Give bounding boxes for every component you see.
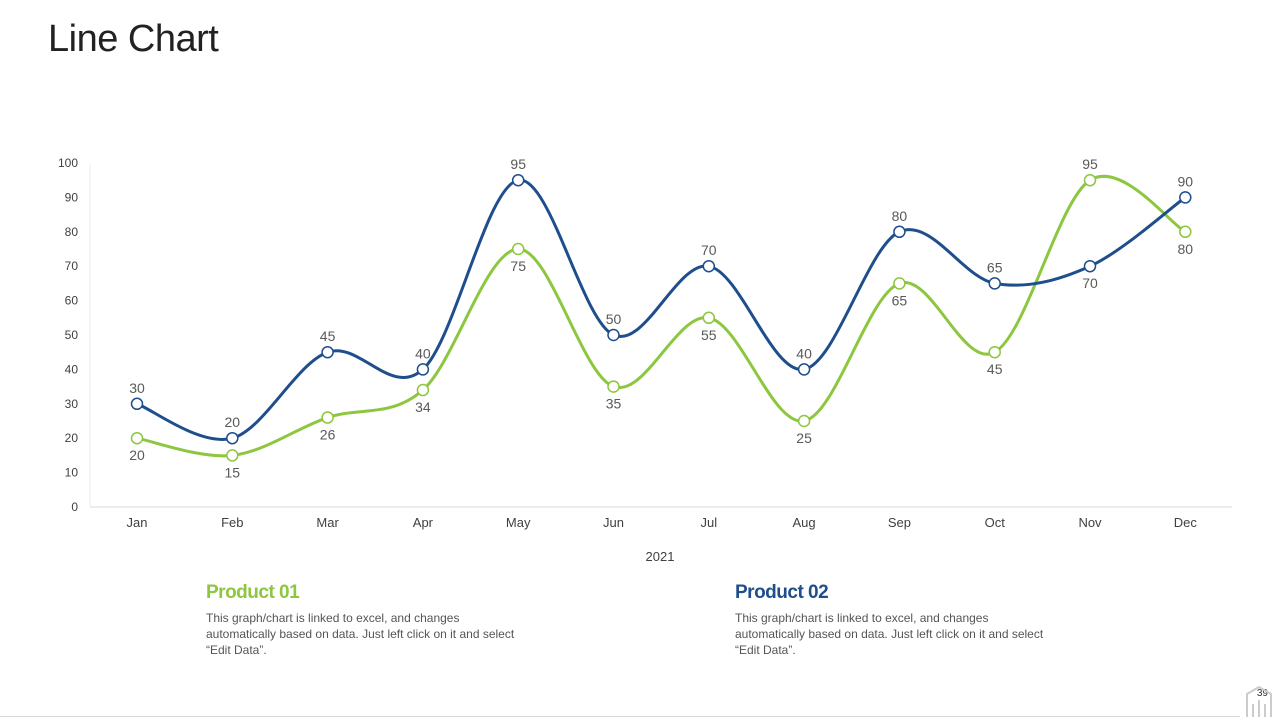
data-label: 55 [701,327,717,343]
x-tick-label: Oct [985,515,1006,530]
y-tick-label: 40 [65,362,79,376]
data-label: 75 [510,258,526,274]
data-point [130,431,144,445]
data-point [988,277,1001,290]
series-points [130,173,1192,462]
data-label: 65 [987,259,1003,275]
data-point [607,380,620,393]
x-tick-label: Mar [316,515,339,530]
series-data-labels: 20 15 26 34 75 35 55 25 65 45 95 80 30 20 45 40 95 50 70 40… [129,156,1193,480]
data-label: 35 [606,396,622,412]
data-point [130,397,144,411]
y-tick-label: 70 [65,259,79,273]
y-tick-label: 90 [65,190,79,204]
data-label: 25 [796,430,812,446]
data-point [226,449,239,462]
data-label: 20 [225,414,241,430]
x-tick-label: Jan [127,515,148,530]
data-label: 95 [1082,156,1098,172]
data-label: 80 [892,208,908,224]
data-point [1179,191,1192,204]
legend-product-02: Product 02 This graph/chart is linked to… [735,582,1055,658]
data-point [511,173,525,187]
data-point [607,328,620,342]
legend-title-product-02: Product 02 [735,582,829,603]
y-tick-label: 100 [58,156,78,170]
x-tick-label: Jun [603,515,624,530]
data-label: 26 [320,427,336,443]
building-logo-icon [1246,685,1272,717]
data-point [893,277,906,290]
data-label: 30 [129,380,145,396]
data-label: 90 [1178,173,1194,189]
x-axis-title: 2021 [646,549,675,564]
data-point [988,345,1001,359]
series-line-1 [135,174,1187,458]
legend-title-product-01: Product 01 [206,582,300,603]
data-label: 20 [129,447,145,463]
data-label: 70 [701,242,717,258]
x-tick-label: Aug [793,515,816,530]
y-tick-label: 50 [65,328,79,342]
legend-product-01: Product 01 This graph/chart is linked to… [206,582,526,658]
y-tick-label: 60 [65,294,79,308]
data-point [226,431,239,445]
data-point [416,383,430,397]
legend-description-product-01: This graph/chart is linked to excel, and… [206,611,515,657]
data-label: 95 [510,156,526,172]
data-point [321,411,334,424]
data-label: 50 [606,311,622,327]
data-point [1083,173,1097,187]
footer-divider [0,716,1240,717]
x-tick-label: Nov [1078,515,1102,530]
data-point [702,311,716,325]
x-tick-label: Apr [413,515,434,530]
y-tick-label: 10 [65,466,79,480]
x-tick-label: Sep [888,515,911,530]
x-tick-label: May [506,515,531,530]
series-line-2 [135,178,1187,441]
y-tick-label: 0 [71,500,78,514]
data-point [1179,225,1192,239]
y-axis-ticks: 0 10 20 30 40 50 60 70 80 90 100 [58,156,78,514]
data-label: 40 [796,345,812,361]
y-tick-label: 30 [65,397,79,411]
x-tick-label: Jul [700,515,717,530]
data-point [893,225,906,239]
x-tick-label: Feb [221,515,243,530]
y-tick-label: 20 [65,431,79,445]
data-point [702,259,716,273]
data-label: 45 [987,361,1003,377]
data-label: 40 [415,345,431,361]
legend-description-product-02: This graph/chart is linked to excel, and… [735,611,1044,657]
data-point [1083,259,1097,273]
data-label: 80 [1178,241,1194,257]
slide-title: Line Chart [48,18,219,60]
data-label: 45 [320,328,336,344]
data-point [321,345,334,359]
data-point [797,363,811,376]
series-lines [135,174,1187,458]
data-label: 65 [892,292,908,308]
data-label: 15 [225,464,241,480]
data-label: 34 [415,399,431,415]
y-tick-label: 80 [65,225,79,239]
data-label: 70 [1082,275,1098,291]
page-number: 39 [1256,688,1268,699]
line-chart: 0 10 20 30 40 50 60 70 80 90 100 Jan Feb Mar Apr May Ju… [58,156,1232,564]
data-point [416,363,430,376]
x-axis-ticks: Jan Feb Mar Apr May Jun Jul Aug Sep Oct Nov Dec [127,515,1198,530]
x-tick-label: Dec [1174,515,1198,530]
data-point [797,414,811,428]
data-point [511,242,525,256]
